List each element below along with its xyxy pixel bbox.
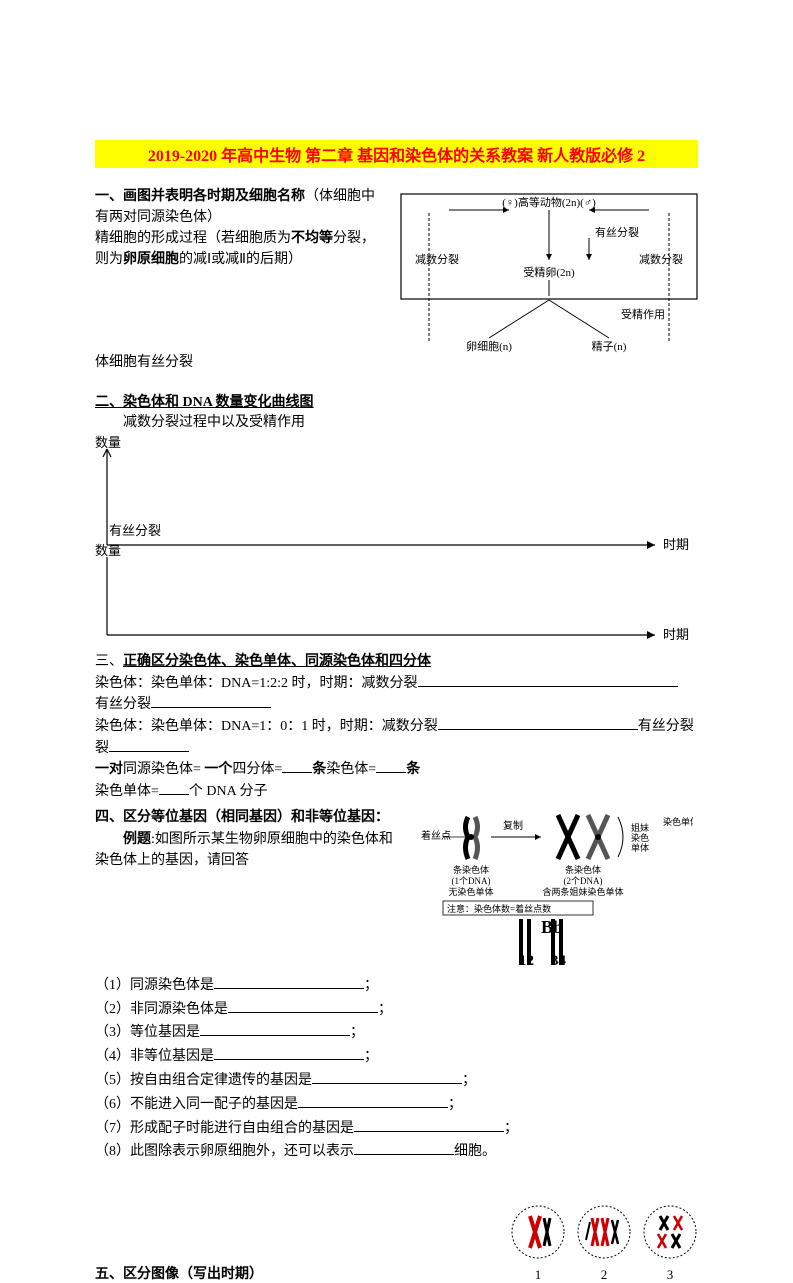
d1-sperm: 精子(n) bbox=[592, 340, 627, 353]
d2-centromere: 着丝点 bbox=[421, 829, 451, 842]
s3-l4c: 一个 bbox=[201, 762, 233, 777]
blank bbox=[418, 673, 678, 687]
d1-right-label: 减数分裂 bbox=[639, 253, 683, 266]
d2-sister: 姐妹 bbox=[631, 822, 649, 833]
q6: （6）不能进入同一配子的基因是 bbox=[95, 1097, 298, 1112]
q2: （2）非同源染色体是 bbox=[95, 1002, 228, 1017]
s3-l4d: 四分体= bbox=[232, 762, 282, 777]
d2-Bb: Bb bbox=[541, 917, 563, 937]
bottom-row: 五、区分图像（写出时期） 1 2 bbox=[95, 1204, 698, 1283]
chart-ylabel-1: 数量 bbox=[95, 435, 121, 450]
q3: （3）等位基因是 bbox=[95, 1025, 200, 1040]
d2-lc1: 条染色体 bbox=[453, 864, 489, 875]
s3-l5b: 个 DNA 分子 bbox=[189, 784, 268, 799]
chart-xlabel-2: 时期 bbox=[663, 627, 689, 642]
cell-3: 3 bbox=[642, 1204, 698, 1283]
s3-l4f: 染色体= bbox=[326, 762, 376, 777]
section-4-text: 四、区分等位基因（相同基因）和非等位基因： 例题:如图所示某生物卵原细胞中的染色… bbox=[95, 807, 405, 972]
q1: （1）同源染色体是 bbox=[95, 978, 214, 993]
d1-egg: 卵细胞(n) bbox=[466, 340, 512, 353]
blank bbox=[282, 759, 312, 773]
chart-area: 数量 有丝分裂 数量 时期 时期 bbox=[95, 435, 698, 645]
section-4-heading: 四、区分等位基因（相同基因）和非等位基因： bbox=[95, 807, 405, 829]
d2-rc3: 含两条姐妹染色单体 bbox=[542, 886, 623, 897]
q4: （4）非等位基因是 bbox=[95, 1049, 214, 1064]
section-1-text: 一、画图并表明各时期及细胞名称（体细胞中有两对同源染色体） 精细胞的形成过程（若… bbox=[95, 186, 385, 373]
cell-3-label: 3 bbox=[642, 1267, 698, 1283]
page-title: 2019-2020 年高中生物 第二章 基因和染色体的关系教案 新人教版必修 2 bbox=[95, 140, 698, 168]
blank bbox=[151, 694, 271, 708]
s3-line3a: 染色体：染色单体：DNA=1：0：1 时，时期：减数分裂 bbox=[95, 719, 438, 734]
section-2-sub: 减数分裂过程中以及受精作用 bbox=[95, 411, 698, 431]
section-3: 三、正确区分染色体、染色单体、同源染色体和四分体 染色体：染色单体：DNA=1:… bbox=[95, 651, 698, 803]
d1-fertilization: 受精作用 bbox=[621, 308, 665, 321]
chart-midlabel: 有丝分裂 bbox=[109, 523, 161, 538]
s3-l4e: 条 bbox=[312, 762, 326, 777]
d2-lc3: 无染色单体 bbox=[448, 886, 493, 897]
q5: （5）按自由组合定律遗传的基因是 bbox=[95, 1073, 312, 1088]
d2-rc1: 条染色体 bbox=[565, 864, 601, 875]
section-4-block: 四、区分等位基因（相同基因）和非等位基因： 例题:如图所示某生物卵原细胞中的染色… bbox=[95, 807, 698, 972]
d2-12: 12 bbox=[519, 953, 534, 967]
section-2-heading: 二、染色体和 DNA 数量变化曲线图 bbox=[95, 391, 698, 411]
section-5-heading: 五、区分图像（写出时期） bbox=[95, 1263, 263, 1283]
blank bbox=[354, 1141, 454, 1155]
cell-images: 1 2 3 bbox=[510, 1204, 698, 1283]
q7: （7）形成配子时能进行自由组合的基因是 bbox=[95, 1121, 354, 1136]
s1-line2b: 不均等 bbox=[291, 231, 333, 246]
d2-chromatid: 染色单体 bbox=[663, 816, 693, 827]
d2-34: 34 bbox=[551, 953, 567, 967]
cell-1: 1 bbox=[510, 1204, 566, 1283]
d2-rc2: (2个DNA) bbox=[564, 876, 603, 886]
diagram-2: 着丝点 复制 姐妹 染色 单体 染色单体 条染色体 (1个DNA) 无染色单体 … bbox=[413, 807, 698, 972]
d1-mid: 受精卵(2n) bbox=[523, 266, 575, 279]
s3-l4g: 条 bbox=[406, 762, 420, 777]
section-1-heading: 一、画图并表明各时期及细胞名称 bbox=[95, 189, 305, 204]
question-list: （1）同源染色体是； （2）非同源染色体是； （3）等位基因是； （4）非等位基… bbox=[95, 974, 698, 1164]
s1-line2a: 精细胞的形成过程（若细胞质为 bbox=[95, 231, 291, 246]
s1-line3: 体细胞有丝分裂 bbox=[95, 352, 385, 373]
blank bbox=[438, 716, 638, 730]
s3-line3b: 有丝分裂 bbox=[638, 719, 694, 734]
blank bbox=[200, 1022, 350, 1036]
s3-l4a: 一对 bbox=[95, 762, 123, 777]
d1-left-label: 减数分裂 bbox=[415, 253, 459, 266]
d1-center-right: 有丝分裂 bbox=[595, 225, 639, 239]
blank bbox=[228, 999, 378, 1013]
blank bbox=[312, 1070, 462, 1084]
s1-line2e: 的减Ⅰ或减Ⅱ的后期） bbox=[179, 252, 302, 267]
d2-lc2: (1个DNA) bbox=[452, 876, 491, 886]
s3-heading-text: 正确区分染色体、染色单体、同源染色体和四分体 bbox=[123, 654, 431, 669]
diagram-1: (♀)高等动物(2n)(♂) 减数分裂 减数分裂 有丝分裂 受精卵(2n) 受精… bbox=[399, 188, 699, 353]
q8a: （8）此图除表示卵原细胞外，还可以表示 bbox=[95, 1144, 354, 1159]
cell-1-label: 1 bbox=[510, 1267, 566, 1283]
s3-heading-num: 三、 bbox=[95, 654, 123, 669]
blank bbox=[354, 1118, 504, 1132]
d2-sister2: 染色 bbox=[631, 832, 649, 843]
d2-sister3: 单体 bbox=[631, 842, 649, 853]
s3-l5a: 染色单体= bbox=[95, 784, 159, 799]
blank bbox=[159, 781, 189, 795]
s1-line2d: 卵原细胞 bbox=[123, 252, 179, 267]
blank bbox=[298, 1094, 448, 1108]
blank bbox=[214, 1046, 364, 1060]
cell-2-label: 2 bbox=[576, 1267, 632, 1283]
d2-replication: 复制 bbox=[503, 819, 523, 832]
section-1-block: 一、画图并表明各时期及细胞名称（体细胞中有两对同源染色体） 精细胞的形成过程（若… bbox=[95, 186, 698, 373]
q8b: 细胞。 bbox=[454, 1144, 496, 1159]
chart-xlabel-1: 时期 bbox=[663, 537, 689, 552]
cell-2: 2 bbox=[576, 1204, 632, 1283]
blank bbox=[109, 738, 189, 752]
s3-line1: 染色体：染色单体：DNA=1:2:2 时，时期：减数分裂 bbox=[95, 676, 418, 691]
s3-l4b: 同源染色体= bbox=[123, 762, 201, 777]
d2-note: 注意：染色体数=着丝点数 bbox=[447, 903, 551, 914]
blank bbox=[214, 975, 364, 989]
s3-line2-prefix: 有丝分裂 bbox=[95, 697, 151, 712]
blank bbox=[376, 759, 406, 773]
s4-example-label: 例题 bbox=[123, 832, 151, 847]
d1-top-label: (♀)高等动物(2n)(♂) bbox=[502, 195, 596, 209]
